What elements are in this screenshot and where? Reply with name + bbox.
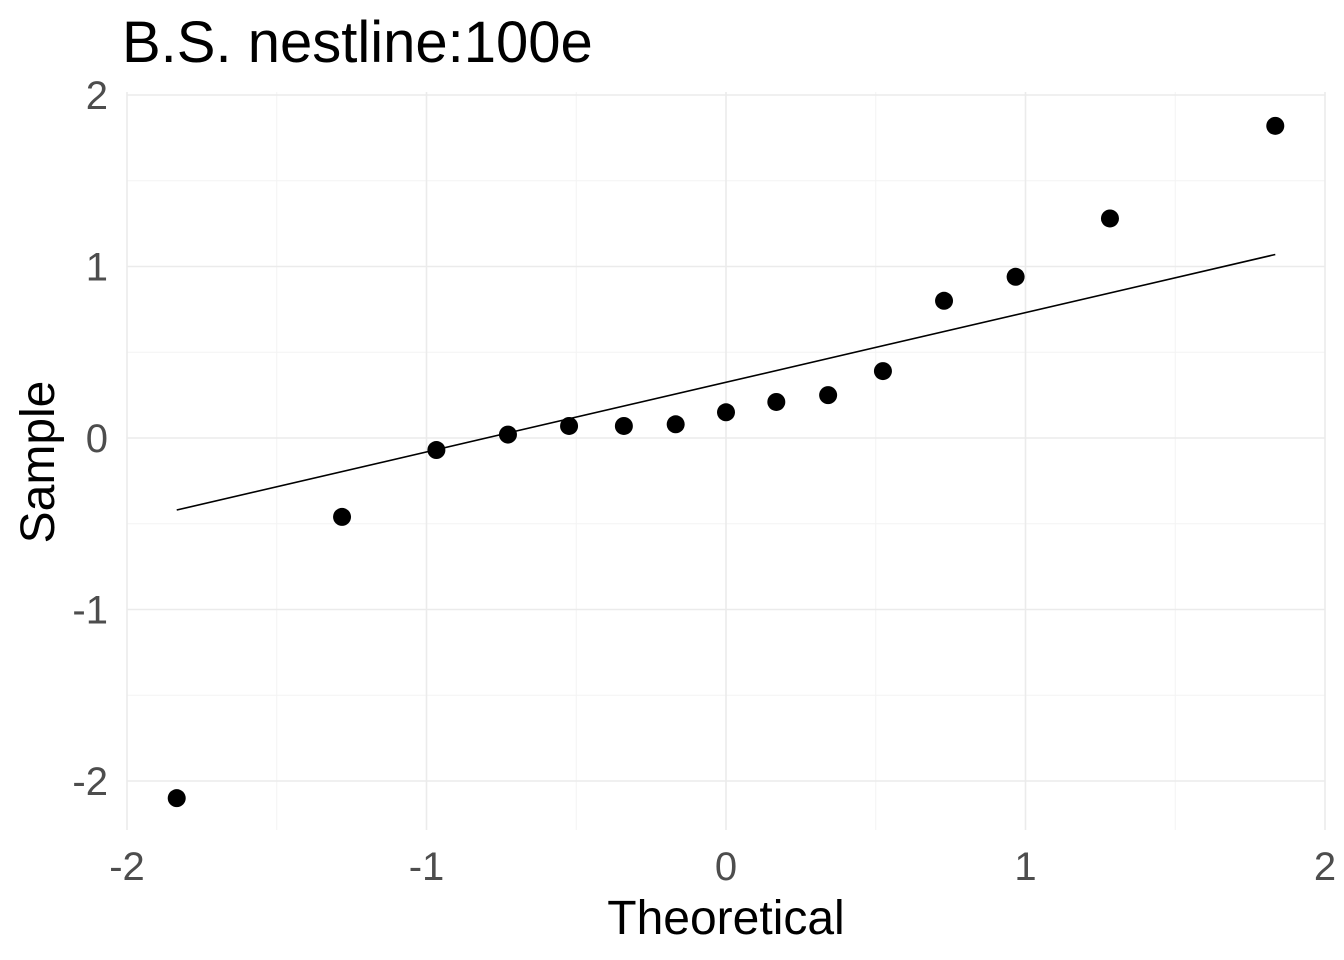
data-point xyxy=(1006,267,1025,286)
x-axis-tick-labels: -2 -1 0 1 2 xyxy=(109,845,1336,889)
y-tick-label: 1 xyxy=(86,246,108,290)
data-point xyxy=(498,425,517,444)
x-tick-label: -1 xyxy=(409,845,445,889)
y-tick-label: 0 xyxy=(86,417,108,461)
data-point xyxy=(767,392,786,411)
data-point xyxy=(614,416,633,435)
data-point xyxy=(1266,116,1285,135)
major-gridlines xyxy=(126,92,1326,830)
y-tick-label: -2 xyxy=(72,760,108,804)
x-tick-label: 2 xyxy=(1314,845,1336,889)
chart-title: B.S. nestline:100e xyxy=(122,10,593,75)
x-tick-label: -2 xyxy=(109,845,145,889)
x-tick-label: 1 xyxy=(1014,845,1036,889)
reference-line-layer xyxy=(176,253,1276,511)
y-axis-title: Sample xyxy=(12,381,65,544)
data-point xyxy=(1100,209,1119,228)
data-point xyxy=(427,441,446,460)
x-tick-label: 0 xyxy=(715,845,737,889)
y-tick-label: -1 xyxy=(72,589,108,633)
points-layer xyxy=(167,116,1285,808)
data-point xyxy=(560,416,579,435)
data-point xyxy=(167,789,186,808)
data-point xyxy=(666,415,685,434)
data-point xyxy=(935,291,954,310)
x-axis-title: Theoretical xyxy=(607,892,844,945)
y-tick-label: 2 xyxy=(86,74,108,118)
data-point xyxy=(819,386,838,405)
data-point xyxy=(717,403,735,422)
data-point xyxy=(873,362,892,381)
y-axis-tick-labels: -2 -1 0 1 2 xyxy=(72,74,108,804)
qq-reference-line xyxy=(176,253,1276,511)
data-point xyxy=(333,507,352,526)
